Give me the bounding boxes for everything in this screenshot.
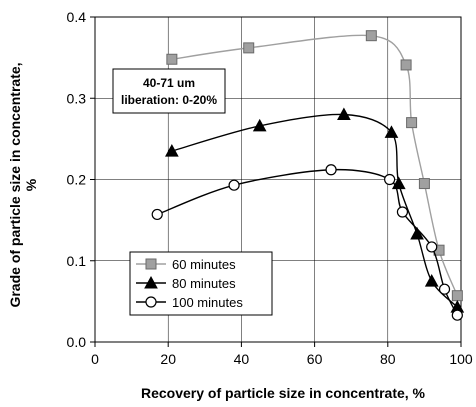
legend-label: 80 minutes [172,276,236,291]
legend: 60 minutes 80 minutes 100 minutes [129,251,273,316]
series-layer [151,30,465,321]
annotation-frame [112,68,226,114]
data-point [451,309,463,321]
legend-item: 60 minutes [136,257,236,272]
x-axis-label: Recovery of particle size in concentrate… [141,385,426,401]
x-tick-label: 80 [380,351,396,367]
data-point [243,42,255,54]
data-point [384,125,399,138]
data-point [406,117,418,129]
data-point [325,164,337,176]
y-tick-label: 0.2 [67,172,87,188]
data-point [451,290,463,302]
data-point [400,59,412,71]
annotation-line-2: liberation: 0-20% [121,93,217,107]
data-point [418,178,430,190]
data-point [426,241,438,253]
data-point [337,107,351,120]
data-point [228,179,240,191]
legend-marker [145,296,157,308]
y-axis-label-line-2: % [23,178,39,191]
data-point [166,53,178,65]
legend-item: 100 minutes [136,295,243,310]
annotation-line-1: 40-71 um [143,76,195,90]
legend-label: 100 minutes [172,295,243,310]
series-line [171,34,458,296]
x-tick-label: 40 [234,351,250,367]
x-tick-label: 0 [91,351,99,367]
x-tick-label: 20 [160,351,176,367]
data-point [252,118,267,132]
data-point [396,206,409,218]
y-tick-label: 0.3 [67,90,87,106]
legend-label: 60 minutes [172,257,236,272]
data-point [410,226,424,240]
x-tick-label: 60 [307,351,323,367]
y-tick-label: 0.4 [67,9,87,25]
x-tick-label: 100 [449,351,473,367]
data-point [165,144,179,157]
data-point [424,274,439,287]
legend-marker [144,275,158,289]
series-2 [151,164,463,321]
data-point [365,30,377,42]
legend-item: 80 minutes [136,275,236,291]
legend-marker [145,258,157,270]
data-point [438,283,451,295]
y-axis-label: Grade of particle size in concentrate, % [7,62,39,307]
data-point [151,208,163,221]
annotation-box: 40-71 um liberation: 0-20% [112,68,226,114]
y-axis-label-line-1: Grade of particle size in concentrate, [7,62,23,307]
data-point [384,173,396,186]
y-tick-label: 0.1 [67,253,87,269]
series-0 [166,30,463,302]
y-tick-label: 0.0 [67,334,87,350]
axis-ticks: 0 20 40 60 80 100 0.0 0.1 0.2 0.3 0.4 [67,9,473,367]
